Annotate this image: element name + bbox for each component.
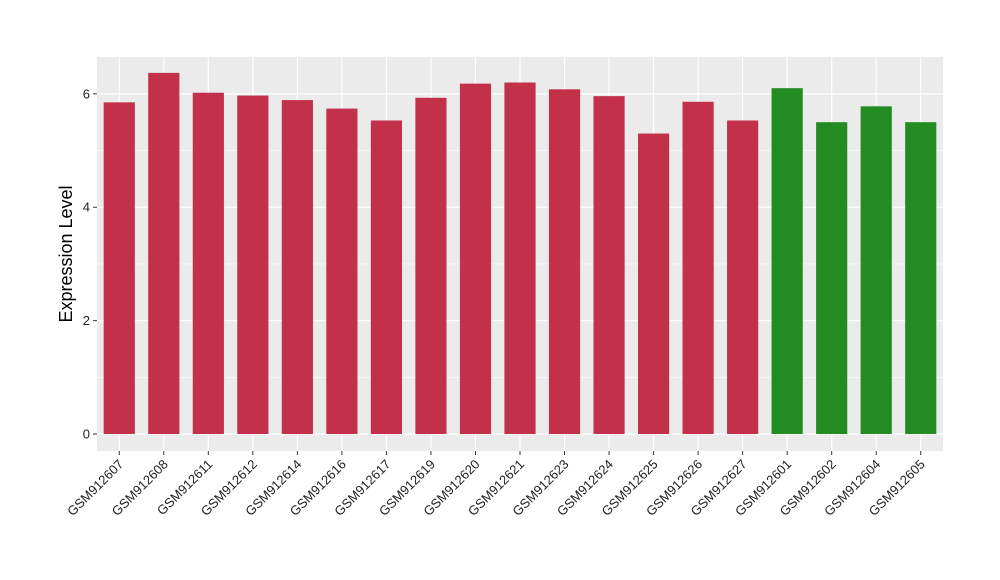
bar-GSM912627 [727, 120, 759, 434]
bar-GSM912619 [415, 97, 447, 434]
bar-GSM912607 [103, 102, 135, 434]
bar-GSM912611 [192, 92, 224, 434]
bar-GSM912617 [370, 120, 403, 434]
bars-group [103, 72, 937, 434]
bar-GSM912624 [593, 96, 625, 434]
bar-GSM912623 [548, 89, 581, 434]
bar-GSM912602 [816, 122, 848, 434]
x-axis: GSM912607GSM912608GSM912611GSM912612GSM9… [64, 451, 928, 519]
bar-GSM912614 [281, 100, 313, 434]
bar-GSM912608 [148, 72, 180, 434]
y-tick-label: 6 [83, 86, 90, 101]
bar-GSM912626 [682, 101, 714, 434]
y-axis: 0 2 4 6 [83, 86, 97, 441]
bar-GSM912601 [771, 88, 803, 434]
bar-GSM912604 [860, 106, 892, 434]
bar-GSM912605 [905, 122, 937, 434]
y-tick-label: 2 [83, 313, 90, 328]
y-axis-title: Expression Level [56, 185, 76, 322]
y-tick-label: 0 [83, 426, 90, 441]
bar-GSM912612 [237, 95, 269, 434]
bar-GSM912625 [637, 133, 670, 434]
bar-GSM912621 [504, 82, 536, 434]
bar-GSM912620 [459, 83, 492, 434]
y-tick-label: 4 [83, 200, 90, 215]
bar-GSM912616 [326, 108, 358, 434]
